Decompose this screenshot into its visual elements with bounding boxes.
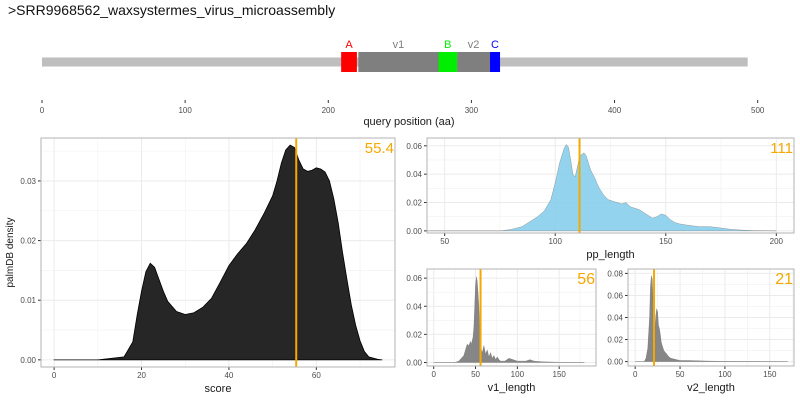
pp_length-x-axis-title: pp_length [586,249,634,261]
y-tick-label: 0.04 [406,170,422,179]
v2_length-panel-border [627,268,795,367]
x-tick-label: 60 [312,371,321,380]
x-tick-label: 100 [178,106,192,115]
y-tick-label: 0.06 [406,274,422,283]
score-panel-border [40,137,396,368]
y-tick-label: 0.00 [607,358,623,367]
x-tick-label: 150 [763,370,777,379]
motif-B [438,52,458,72]
v2_length-x-axis-title: v2_length [687,382,735,394]
segment-v1 [358,52,439,72]
y-tick-label: 0.02 [20,237,36,246]
motif-C [490,52,501,72]
v1_length-x-axis-title: v1_length [488,382,536,394]
x-tick-label: 300 [465,106,479,115]
y-tick-label: 0.00 [406,358,422,367]
v1_length-panel: 0 50 100 150 0.00 0.02 0.04 0.06 56 v1_length [406,268,597,394]
sequence-title: >SRR9968562_waxsystermes_virus_microasse… [8,2,336,18]
segment-label-v2: v2 [468,39,480,51]
score-density-area [53,144,383,361]
motif-label-B: B [444,39,451,51]
y-tick-label: 0.04 [406,302,422,311]
x-tick-label: 0 [52,371,57,380]
v1_length-density-area [433,276,585,363]
score-x-axis-title: score [205,383,232,395]
x-tick-label: 200 [322,106,336,115]
score-marker-value: 55.4 [365,140,394,157]
pp_length-density-area [426,144,777,232]
score-panel: 0 20 40 60 0.00 0.01 0.02 0.03 55.4 score palmDB d… [5,137,396,395]
x-tick-label: 0 [40,106,45,115]
v2_length-density-area [635,275,789,362]
x-tick-label: 40 [224,371,233,380]
y-tick-label: 0.06 [607,291,623,300]
y-tick-label: 0.03 [20,177,36,186]
x-axis-title: query position (aa) [363,116,454,128]
v1_length-panel-border [426,268,597,367]
x-tick-label: 50 [440,237,449,246]
segment-v2 [457,52,491,72]
pp_length-panel: 50 100 150 200 0.00 0.02 0.04 0.06 111 pp_length [406,137,795,261]
x-tick-label: 150 [553,370,567,379]
pp_length-marker-value: 111 [770,140,793,157]
x-tick-label: 0 [431,370,436,379]
y-tick-label: 0.00 [20,356,36,365]
x-tick-label: 50 [471,370,480,379]
y-tick-label: 0.06 [406,142,422,151]
v1_length-marker-value: 56 [577,271,595,288]
y-tick-label: 0.01 [20,296,36,305]
motif-label-C: C [491,39,499,51]
y-tick-label: 0.00 [406,227,422,236]
y-tick-label: 0.02 [406,199,422,208]
v2_length-panel: 0 50 100 150 0.00 0.02 0.04 0.06 0.08 21 v2_length [607,268,795,394]
pp_length-panel-border [426,137,795,234]
x-tick-label: 200 [770,237,784,246]
x-tick-label: 500 [751,106,765,115]
score-y-axis-title: palmDB density [5,217,16,287]
motif-label-A: A [345,39,353,51]
x-tick-label: 50 [676,370,685,379]
x-tick-label: 400 [608,106,622,115]
motif-A [341,52,357,72]
x-tick-label: 100 [511,370,525,379]
x-tick-label: 150 [659,237,673,246]
y-tick-label: 0.02 [607,336,623,345]
x-tick-label: 0 [633,370,638,379]
x-tick-label: 100 [549,237,563,246]
v2_length-marker-value: 21 [775,271,793,288]
x-tick-label: 20 [137,371,146,380]
segment-label-v1: v1 [393,39,405,51]
domain-map: v1 v2 A B C 0 100 200 300 400 500 query position (a… [40,39,765,128]
y-tick-label: 0.04 [607,314,623,323]
x-tick-label: 100 [718,370,732,379]
y-tick-label: 0.08 [607,269,623,278]
y-tick-label: 0.02 [406,330,422,339]
